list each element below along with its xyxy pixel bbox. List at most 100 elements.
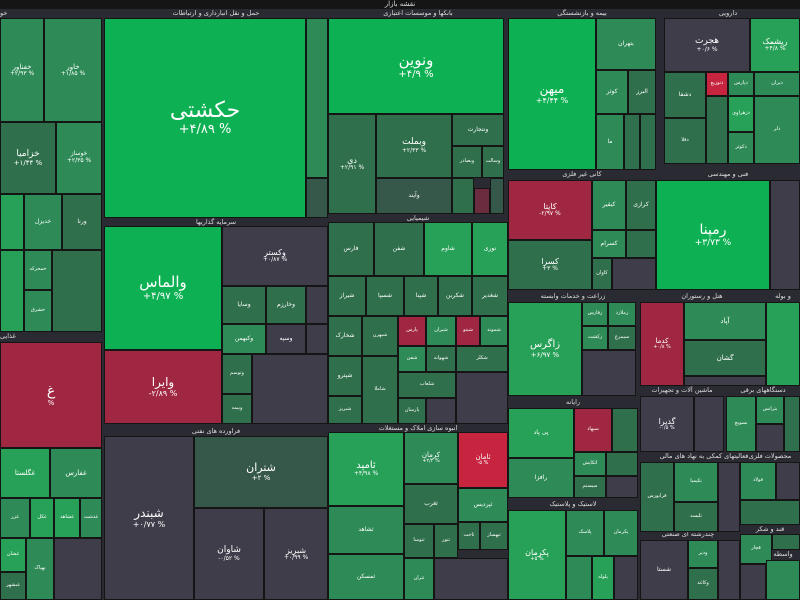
stock-tile[interactable] — [624, 114, 640, 170]
stock-tile[interactable] — [306, 18, 328, 178]
stock-tile[interactable] — [582, 350, 636, 396]
stock-tile[interactable]: نوری — [472, 222, 508, 276]
stock-tile[interactable]: شپترو — [328, 356, 362, 396]
stock-tile[interactable]: وآیند — [376, 178, 452, 214]
stock-tile-shabandar[interactable]: شبندر +۰/۷۷ % — [104, 436, 194, 600]
stock-tile[interactable]: وبیمه — [222, 394, 252, 424]
stock-tile[interactable]: کیقیر — [592, 180, 626, 230]
stock-tile[interactable]: دفلا — [664, 118, 706, 164]
stock-tile[interactable]: وسالت — [482, 146, 504, 178]
stock-tile[interactable]: غفارس — [50, 448, 102, 498]
stock-tile-vanovin[interactable]: ونوین +۴/۹ % — [328, 18, 504, 114]
stock-tile[interactable]: کرازی — [626, 180, 656, 230]
stock-tile[interactable] — [612, 258, 656, 290]
stock-tile[interactable]: شاوم — [424, 222, 472, 276]
stock-tile[interactable]: سیمرغ — [608, 326, 636, 350]
stock-tile[interactable]: کوثر — [596, 70, 628, 114]
stock-tile[interactable] — [756, 424, 784, 452]
stock-tile[interactable]: وبصادر — [452, 146, 482, 178]
stock-tile[interactable]: ودیر — [688, 540, 718, 568]
stock-tile-shatran[interactable]: شتران +۲ % — [194, 436, 328, 508]
stock-tile[interactable] — [490, 178, 504, 214]
stock-tile[interactable]: زملارد — [608, 302, 636, 326]
stock-tile[interactable] — [434, 558, 508, 600]
stock-tile[interactable]: غزر — [0, 498, 30, 538]
stock-tile[interactable]: بترانس — [756, 396, 784, 424]
stock-tile-mihan[interactable]: میهن +۴/۴۴ % — [508, 18, 596, 170]
stock-tile[interactable]: غگلستا — [0, 448, 50, 498]
stock-tile[interactable]: شفن — [398, 346, 426, 372]
stock-tile[interactable]: پکرمان — [604, 510, 638, 556]
stock-tile[interactable] — [0, 194, 24, 250]
stock-tile[interactable] — [54, 538, 102, 600]
stock-tile[interactable] — [770, 180, 800, 290]
stock-tile[interactable]: ثاخت — [458, 522, 480, 550]
stock-tile[interactable] — [684, 376, 766, 386]
stock-tile[interactable]: ثتوسا — [404, 524, 434, 558]
stock-tile[interactable]: گشان — [684, 340, 766, 376]
stock-tile[interactable]: شکربن — [438, 276, 472, 316]
stock-tile[interactable]: پی پاد — [508, 408, 574, 458]
stock-tile[interactable]: گدیرا -۰/۵ % — [640, 396, 694, 452]
stock-tile[interactable]: شبهرن — [362, 316, 398, 356]
stock-tile[interactable]: وکبهمن — [222, 324, 266, 354]
stock-tile[interactable]: شهوانه — [426, 346, 456, 372]
stock-tile[interactable] — [0, 250, 24, 332]
stock-tile[interactable]: پلاسک — [566, 510, 604, 556]
stock-tile[interactable] — [426, 398, 456, 424]
stock-tile[interactable]: غشاهد — [54, 498, 80, 538]
stock-tile[interactable]: وسپه — [266, 324, 306, 354]
stock-tile[interactable]: خوساز +۲/۳۵ % — [56, 122, 102, 194]
stock-tile[interactable]: بسویچ — [726, 396, 756, 452]
stock-tile[interactable] — [606, 452, 638, 476]
stock-tile[interactable]: دیران — [754, 72, 800, 96]
stock-tile[interactable]: دشفا — [664, 72, 706, 118]
stock-tile[interactable]: سپهاد — [574, 408, 612, 452]
stock-tile[interactable] — [694, 396, 724, 452]
stock-tile[interactable]: پارس — [398, 316, 426, 346]
stock-tile-valmas[interactable]: والماس +۴/۹۷ % — [104, 226, 222, 350]
stock-tile-vaira[interactable]: وایرا -۲/۸۹ % — [104, 350, 222, 424]
stock-tile[interactable]: ثشاهد — [328, 506, 404, 554]
stock-tile[interactable]: قچار — [740, 534, 772, 564]
stock-tile[interactable]: شفن — [374, 222, 424, 276]
stock-tile[interactable] — [52, 250, 102, 332]
stock-tile-rampna[interactable]: رمپنا +۳/۷۳ % — [656, 180, 770, 290]
stock-tile[interactable]: غکل — [30, 498, 54, 538]
stock-tile[interactable]: دپارس — [728, 72, 754, 96]
stock-tile[interactable]: شاوان -۰/۵۲ % — [194, 508, 264, 600]
stock-tile[interactable] — [474, 188, 490, 214]
stock-tile[interactable]: ونتجارت — [452, 114, 504, 146]
stock-tile[interactable] — [614, 556, 638, 600]
stock-tile[interactable]: ورنا — [62, 194, 102, 250]
stock-tile[interactable] — [718, 540, 740, 600]
stock-tile[interactable]: خاور +۱/۸۵ % — [44, 18, 102, 122]
stock-tile[interactable] — [766, 560, 800, 600]
stock-tile[interactable]: غدشت — [80, 498, 102, 538]
stock-tile[interactable]: پلوله — [592, 556, 614, 600]
stock-tile-zagros[interactable]: زاگرس +۶/۹۷ % — [508, 302, 582, 396]
stock-tile[interactable]: اتکایش — [574, 452, 606, 476]
stock-tile[interactable]: وبملت +۲/۳۳ % — [376, 114, 452, 178]
stock-tile[interactable] — [776, 462, 800, 500]
stock-tile[interactable]: شپنا — [404, 276, 438, 316]
stock-tile[interactable]: وتوسم — [222, 354, 252, 394]
stock-tile[interactable]: ریشمک +۴/۸ % — [750, 18, 800, 72]
stock-tile[interactable]: خفناور +۲/۹۳ % — [0, 18, 44, 122]
stock-tile[interactable]: پکرمان +۵ % — [508, 510, 566, 600]
stock-tile[interactable] — [606, 476, 638, 498]
stock-tile[interactable]: شکلر — [456, 346, 508, 372]
stock-tile[interactable]: وسایا — [222, 286, 266, 324]
stock-tile[interactable] — [252, 354, 328, 424]
stock-tile[interactable]: فولاد — [740, 462, 776, 500]
stock-tile[interactable]: شموند — [480, 316, 508, 346]
stock-tile[interactable]: ما — [596, 114, 624, 170]
stock-tile[interactable]: سیستم — [574, 476, 606, 498]
stock-tile[interactable] — [626, 230, 656, 258]
stock-tile[interactable] — [612, 408, 638, 452]
stock-tile[interactable]: ثبهساز — [480, 522, 508, 550]
stock-tile[interactable]: غبشهر — [0, 572, 26, 600]
stock-tile[interactable]: خمحرکه — [24, 250, 52, 290]
stock-tile[interactable]: شیتو — [456, 316, 480, 346]
stock-tile[interactable] — [766, 302, 800, 386]
